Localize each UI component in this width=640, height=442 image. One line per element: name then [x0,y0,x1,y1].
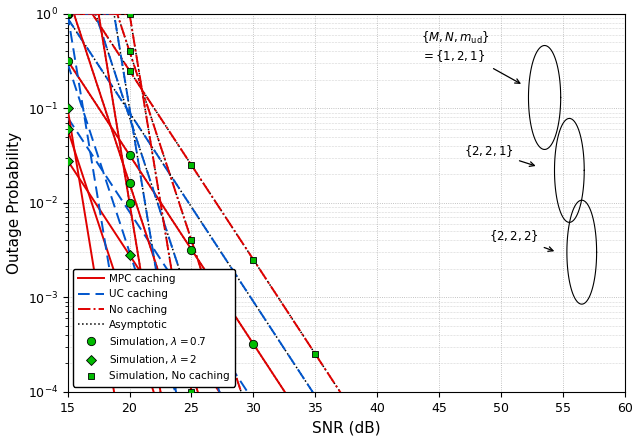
Text: $\{2, 2, 2\}$: $\{2, 2, 2\}$ [489,229,553,251]
Y-axis label: Outage Probability: Outage Probability [7,132,22,274]
Legend: MPC caching, UC caching, No caching, Asymptotic, Simulation, $\lambda = 0.7$, Si: MPC caching, UC caching, No caching, Asy… [73,269,235,387]
X-axis label: SNR (dB): SNR (dB) [312,420,381,435]
Text: $\{2, 2, 1\}$: $\{2, 2, 1\}$ [464,143,534,166]
Text: $\{M, N, m_{\mathrm{ud}}\}$
$=\{1, 2, 1\}$: $\{M, N, m_{\mathrm{ud}}\}$ $=\{1, 2, 1\… [420,30,520,83]
